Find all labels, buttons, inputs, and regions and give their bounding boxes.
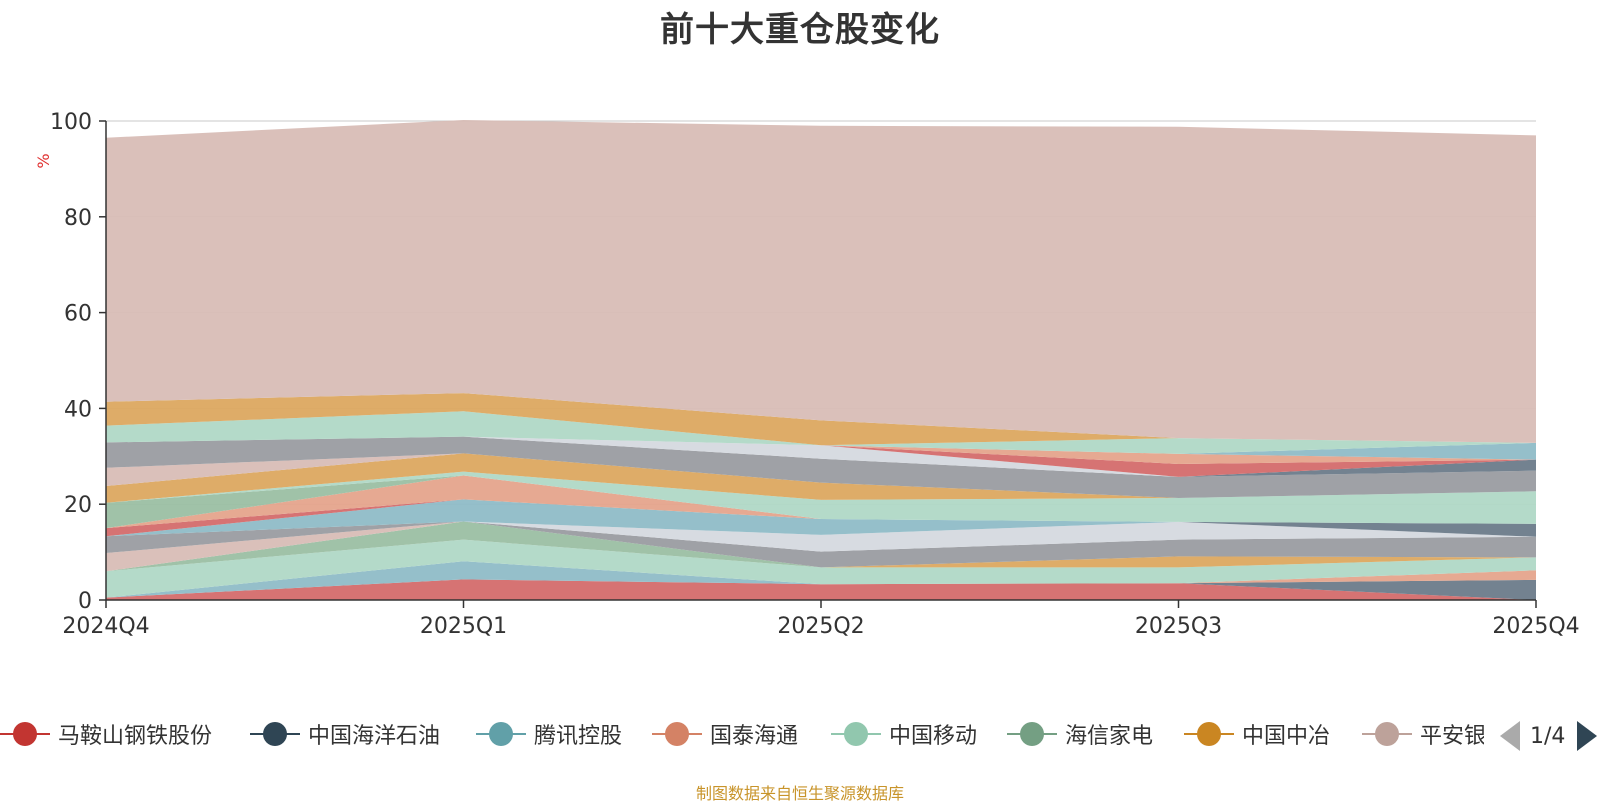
legend-marker-icon xyxy=(476,719,526,749)
legend-label: 马鞍山钢铁股份 xyxy=(58,724,213,749)
area-series-1 xyxy=(106,579,1536,600)
area-series-20 xyxy=(106,436,1536,477)
legend-item[interactable]: 中国移动 xyxy=(831,714,977,754)
legend-label: 国泰海通 xyxy=(710,724,799,749)
legend-item[interactable]: 腾讯控股 xyxy=(476,714,622,754)
y-tick-label: 60 xyxy=(64,302,92,327)
legend-label: 腾讯控股 xyxy=(534,724,623,749)
legend-label: 中国海洋石油 xyxy=(308,724,441,749)
legend-label: 海信家电 xyxy=(1065,724,1154,749)
area-series-15 xyxy=(106,471,1536,524)
area-series-group xyxy=(106,120,1536,600)
x-tick-label: 2025Q4 xyxy=(1492,614,1579,639)
legend-item[interactable]: 国泰海通 xyxy=(652,714,798,754)
legend-item[interactable]: 中国中冶 xyxy=(1184,714,1330,754)
area-series-16 xyxy=(106,453,1536,503)
legend-label: 平安银行 xyxy=(1420,724,1484,749)
x-tick-label: 2025Q1 xyxy=(420,614,507,639)
y-axis-label: % xyxy=(34,153,53,168)
area-series-2 xyxy=(106,561,1536,598)
area-series-9 xyxy=(106,521,1536,552)
legend-item[interactable]: 海信家电 xyxy=(1007,714,1153,754)
legend-label: 中国移动 xyxy=(889,724,978,749)
x-tick-label: 2025Q2 xyxy=(777,614,864,639)
legend: 马鞍山钢铁股份 中国海洋石油 腾讯控股 国泰海通 中国移动 海信家电 中国中冶 平安银行 xyxy=(0,714,1484,754)
area-series-4 xyxy=(106,539,1536,598)
legend-item[interactable]: 平安银行 xyxy=(1362,714,1484,754)
area-series-26 xyxy=(106,120,1536,443)
axes: 0 20 40 60 80 100 2024Q4 2025Q1 2025Q2 2025Q3 2025… xyxy=(50,110,1580,639)
area-series-21 xyxy=(106,436,1536,477)
x-tick-label: 2024Q4 xyxy=(62,614,149,639)
legend-marker-icon xyxy=(831,719,881,749)
area-series-11 xyxy=(106,499,1536,537)
legend-page-indicator: 1/4 xyxy=(1530,723,1566,749)
legend-pager: 1/4 xyxy=(1500,718,1598,754)
legend-marker-icon xyxy=(0,719,50,749)
legend-item[interactable]: 马鞍山钢铁股份 xyxy=(0,714,212,754)
chart-title: 前十大重仓股变化 xyxy=(660,10,940,50)
y-tick-label: 100 xyxy=(50,110,92,135)
area-series-6 xyxy=(106,521,1536,572)
legend-marker-icon xyxy=(1362,719,1412,749)
legend-marker-icon xyxy=(1007,719,1057,749)
legend-marker-icon xyxy=(250,719,300,749)
y-tick-label: 0 xyxy=(78,589,92,614)
y-tick-label: 20 xyxy=(64,493,92,518)
area-series-0 xyxy=(106,579,1536,600)
area-series-22 xyxy=(106,436,1536,464)
y-tick-label: 40 xyxy=(64,397,92,422)
area-series-19 xyxy=(106,436,1536,477)
legend-prev-page-icon[interactable] xyxy=(1500,721,1520,751)
data-source-note: 制图数据来自恒生聚源数据库 xyxy=(695,784,904,803)
stacked-area-chart: 0 20 40 60 80 100 2024Q4 2025Q1 2025Q2 2025Q3 2025… xyxy=(34,110,1580,639)
area-series-24 xyxy=(106,411,1536,454)
legend-next-page-icon[interactable] xyxy=(1577,721,1598,751)
area-series-13 xyxy=(106,475,1536,529)
legend-marker-icon xyxy=(652,719,702,749)
area-series-25 xyxy=(106,393,1536,446)
area-series-18 xyxy=(106,436,1536,498)
legend-label: 中国中冶 xyxy=(1242,724,1331,749)
legend-item[interactable]: 中国海洋石油 xyxy=(250,714,440,754)
area-series-5 xyxy=(106,521,1536,572)
legend-marker-icon xyxy=(1184,719,1234,749)
y-tick-label: 80 xyxy=(64,206,92,231)
x-tick-label: 2025Q3 xyxy=(1135,614,1222,639)
area-series-8 xyxy=(106,521,1536,568)
